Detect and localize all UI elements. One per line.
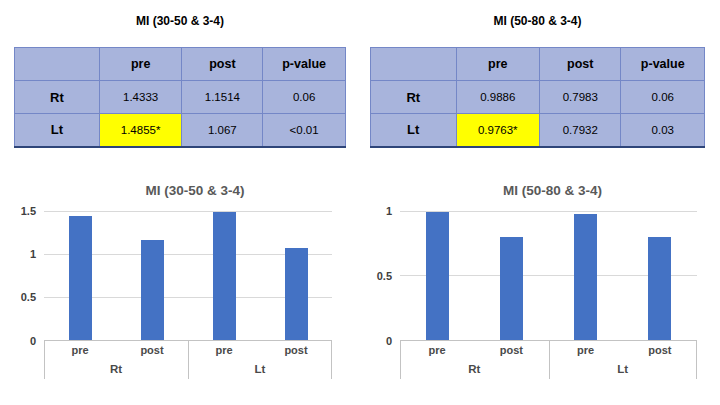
x-group-label: Rt [44, 363, 188, 375]
cell-lt-pre-highlighted: 1.4855* [99, 114, 182, 147]
bar-chart-mi-30-50: MI (30-50 & 3-4) 00.511.5 prepostprepost… [14, 183, 346, 379]
table-row-lt: Lt 1.4855* 1.067 <0.01 [15, 114, 346, 147]
results-table-mi-30-50: pre post p-value Rt 1.4333 1.1514 0.06 L… [14, 47, 346, 148]
x-category-label: post [260, 344, 332, 356]
axis-separator-line [696, 341, 697, 379]
table-header-row: pre post p-value [15, 48, 346, 81]
panel-mi-50-80: MI (50-80 & 3-4) pre post p-value Rt 0.9… [370, 0, 705, 379]
bar-lt-post [648, 237, 671, 339]
x-category-label: pre [400, 344, 474, 356]
col-header-pre: pre [456, 48, 540, 81]
bar-rt-pre [69, 216, 92, 339]
x-category-label: pre [188, 344, 260, 356]
table-row-lt: Lt 0.9763* 0.7932 0.03 [371, 114, 705, 147]
x-group-label: Lt [549, 363, 698, 375]
y-axis-tick-label: 1 [30, 247, 36, 261]
x-axis: prepostprepost RtLt [400, 341, 697, 379]
cell-rt-pre: 1.4333 [99, 81, 182, 114]
col-header-pvalue: p-value [263, 48, 346, 81]
cell-lt-pvalue: <0.01 [263, 114, 346, 147]
cell-rt-pre: 0.9886 [456, 81, 540, 114]
x-category-label: post [474, 344, 548, 356]
table-corner-cell [371, 48, 457, 81]
y-axis-tick-label: 0 [386, 334, 392, 348]
cell-rt-pvalue: 0.06 [263, 81, 346, 114]
gridline [44, 211, 332, 212]
x-axis: prepostprepost RtLt [44, 341, 332, 379]
x-group-label: Rt [400, 363, 549, 375]
bar-lt-pre [213, 212, 236, 340]
x-category-label: post [116, 344, 188, 356]
chart-title: MI (30-50 & 3-4) [44, 183, 346, 199]
x-category-label: post [623, 344, 697, 356]
row-label-rt: Rt [371, 81, 457, 114]
bar-rt-pre [426, 212, 449, 340]
bar-lt-post [285, 248, 308, 340]
col-header-post: post [182, 48, 263, 81]
row-label-lt: Lt [371, 114, 457, 147]
cell-rt-post: 0.7983 [540, 81, 621, 114]
table-title: MI (50-80 & 3-4) [370, 14, 705, 30]
plot-area [44, 211, 332, 341]
x-group-label: Lt [188, 363, 332, 375]
cell-rt-post: 1.1514 [182, 81, 263, 114]
y-axis-tick-label: 0.5 [21, 290, 36, 304]
panel-mi-30-50: MI (30-50 & 3-4) pre post p-value Rt 1.4… [14, 0, 346, 379]
axis-separator-line [44, 341, 45, 379]
bar-rt-post [141, 240, 164, 339]
col-header-pvalue: p-value [621, 48, 705, 81]
bar-chart-mi-50-80: MI (50-80 & 3-4) 00.51 prepostprepost Rt… [370, 183, 705, 379]
x-category-label: pre [44, 344, 116, 356]
x-category-label: pre [549, 344, 623, 356]
bar-lt-pre [574, 214, 597, 340]
axis-separator-line [331, 341, 332, 379]
axis-separator-line [400, 341, 401, 379]
y-axis: 00.511.5 [14, 211, 44, 341]
row-label-lt: Lt [15, 114, 100, 147]
table-row-rt: Rt 1.4333 1.1514 0.06 [15, 81, 346, 114]
axis-separator-line [549, 341, 550, 379]
cell-lt-post: 1.067 [182, 114, 263, 147]
table-header-row: pre post p-value [371, 48, 705, 81]
table-row-rt: Rt 0.9886 0.7983 0.06 [371, 81, 705, 114]
y-axis-tick-label: 1.5 [21, 204, 36, 218]
cell-rt-pvalue: 0.06 [621, 81, 705, 114]
results-table-mi-50-80: pre post p-value Rt 0.9886 0.7983 0.06 L… [370, 47, 705, 148]
cell-lt-pvalue: 0.03 [621, 114, 705, 147]
axis-separator-line [188, 341, 189, 379]
cell-lt-post: 0.7932 [540, 114, 621, 147]
y-axis-tick-label: 1 [386, 204, 392, 218]
col-header-pre: pre [99, 48, 182, 81]
row-label-rt: Rt [15, 81, 100, 114]
table-corner-cell [15, 48, 100, 81]
plot-area [400, 211, 697, 341]
y-axis: 00.51 [370, 211, 400, 341]
y-axis-tick-label: 0.5 [377, 269, 392, 283]
col-header-post: post [540, 48, 621, 81]
bar-rt-post [500, 237, 523, 340]
table-title: MI (30-50 & 3-4) [14, 14, 346, 30]
chart-title: MI (50-80 & 3-4) [400, 183, 705, 199]
cell-lt-pre-highlighted: 0.9763* [456, 114, 540, 147]
y-axis-tick-label: 0 [30, 334, 36, 348]
